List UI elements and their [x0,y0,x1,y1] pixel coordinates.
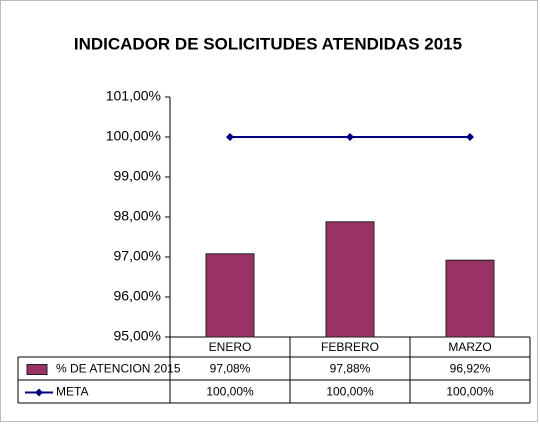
data-label: 96,92% [450,362,491,376]
bar [325,221,375,338]
y-tick-label: 101,00% [106,88,161,104]
line-marker [226,133,234,141]
data-label: 100,00% [326,385,374,399]
x-tick-label: ENERO [209,340,252,354]
y-tick-label: 99,00% [114,168,161,184]
x-tick-label: FEBRERO [321,340,379,354]
data-label: 100,00% [446,385,494,399]
legend-key [35,388,43,397]
data-label: 100,00% [206,385,254,399]
bar [445,259,495,338]
data-label: 97,88% [330,362,371,376]
x-tick-label: MARZO [448,340,491,354]
y-tick-label: 98,00% [114,208,161,224]
legend-label: % DE ATENCION 2015 [56,362,181,376]
y-tick-label: 96,00% [114,288,161,304]
y-tick-label: 95,00% [114,328,161,344]
bar [205,253,255,338]
legend-label: META [56,385,88,399]
line-marker [346,133,354,141]
legend-key [26,364,48,375]
line-marker [466,133,474,141]
y-tick-label: 97,00% [114,248,161,264]
y-tick-label: 100,00% [106,128,161,144]
chart-title: INDICADOR DE SOLICITUDES ATENDIDAS 2015 [74,34,462,53]
data-label: 97,08% [210,362,251,376]
